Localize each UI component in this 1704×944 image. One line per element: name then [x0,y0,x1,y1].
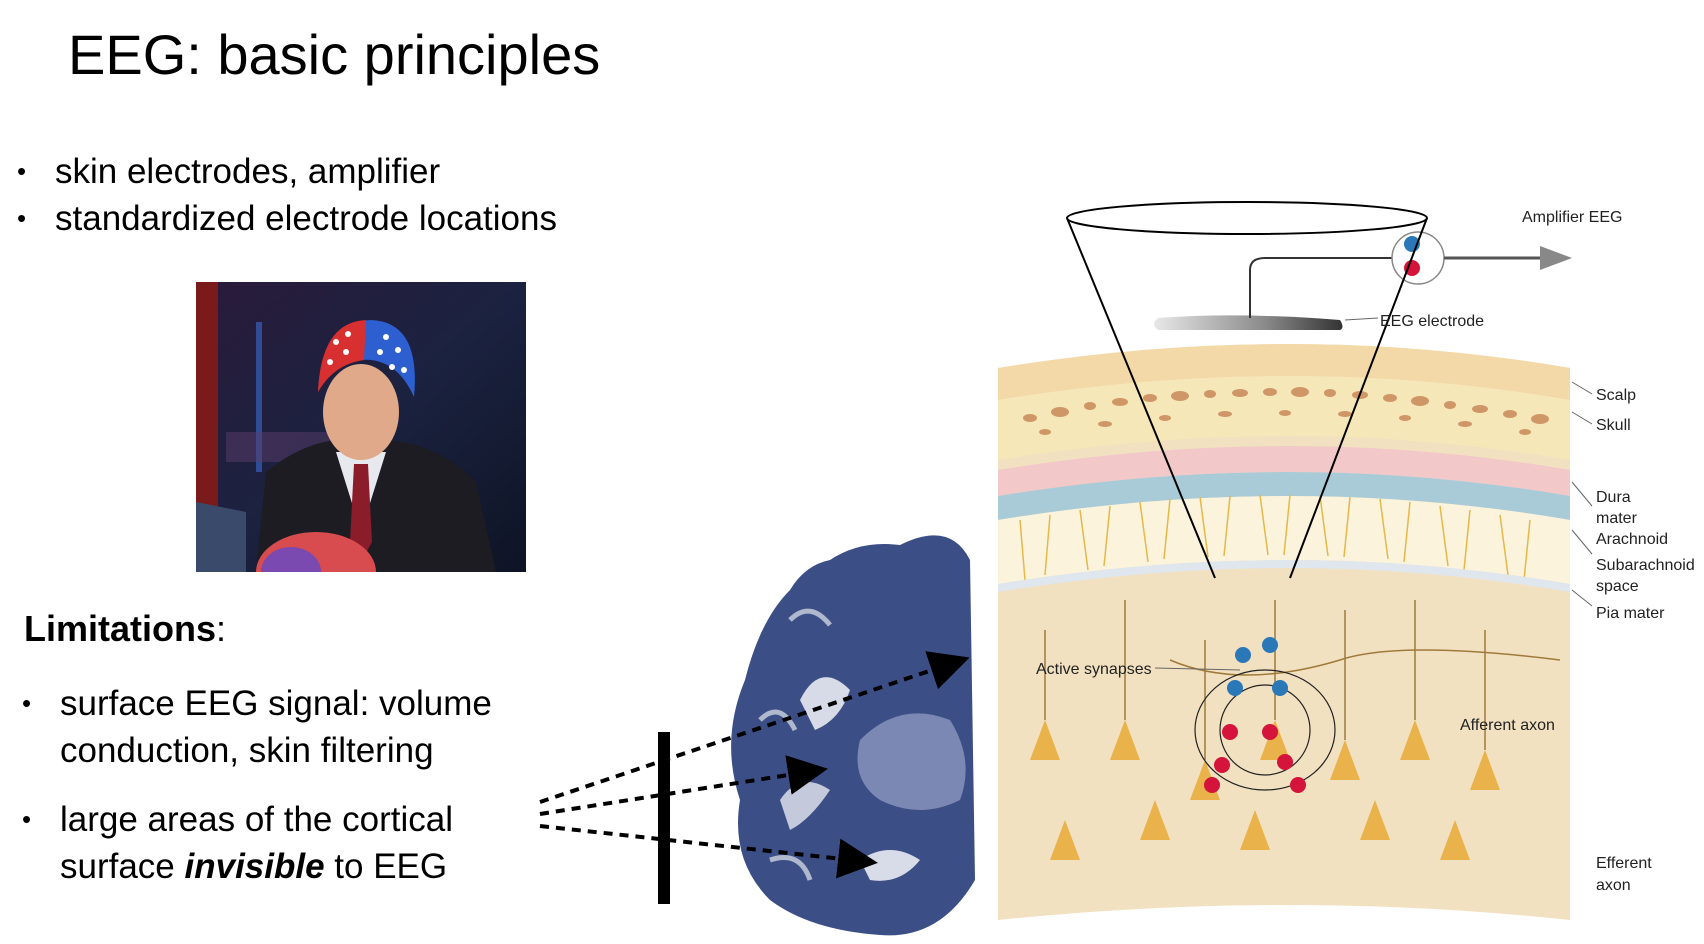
limitation-line: surface invisible to EEG [60,843,453,890]
limitation-text: surface [60,847,185,886]
limitation-line: surface EEG signal: volume [60,684,492,723]
label-efferent-axon: Efferent [1596,855,1652,872]
bullet-text: standardized electrode locations [55,199,557,238]
cortical-layers-graphic: Amplifier EEG EEG electrode Scalp Skull … [998,201,1695,920]
label-skull: Skull [1596,417,1631,434]
dashed-arrow [539,824,878,879]
label-scalp: Scalp [1596,387,1636,404]
bullet-dot: • [17,156,27,186]
electrode-bar [658,732,670,904]
brain-section-graphic [731,535,975,936]
limitations-heading: Limitations: [24,608,226,650]
bullet-text: skin electrodes, amplifier [55,152,441,191]
limitation-item: • surface EEG signal: volume conduction,… [22,680,492,774]
invisible-emphasis: invisible [184,847,325,886]
bullet-dot: • [17,203,27,233]
label-arachnoid: Arachnoid [1596,531,1668,548]
label-amplifier: Amplifier EEG [1522,209,1622,226]
dashed-arrow [539,651,970,804]
label-active-synapses: Active synapses [1036,661,1152,678]
label-dura: mater [1596,510,1638,527]
label-pia-mater: Pia mater [1596,605,1665,622]
label-dura: Dura [1596,489,1631,506]
limitations-heading-text: Limitations [24,608,217,649]
label-efferent-axon: axon [1596,877,1631,894]
label-subarachnoid: space [1596,578,1639,595]
label-electrode: EEG electrode [1380,313,1484,330]
bullet-item: • skin electrodes, amplifier [17,148,557,195]
label-subarachnoid: Subarachnoid [1596,557,1695,574]
label-afferent-axon: Afferent axon [1460,717,1555,734]
slide-title: EEG: basic principles [68,23,601,86]
bullet-dot: • [22,804,32,834]
bullet-item: • standardized electrode locations [17,195,557,242]
limitations-colon: : [216,608,227,649]
limitation-line: conduction, skin filtering [60,731,434,770]
eeg-cap-photo-graphic [196,282,526,572]
limitation-text: to EEG [324,847,448,886]
limitation-line: large areas of the cortical [60,800,453,839]
bullet-dot: • [22,688,32,718]
top-bullet-list: • skin electrodes, amplifier • standardize… [17,148,557,242]
limitation-item: • large areas of the cortical surface in… [22,796,453,890]
eeg-cap-photo [196,282,526,572]
dashed-arrow [539,755,828,816]
